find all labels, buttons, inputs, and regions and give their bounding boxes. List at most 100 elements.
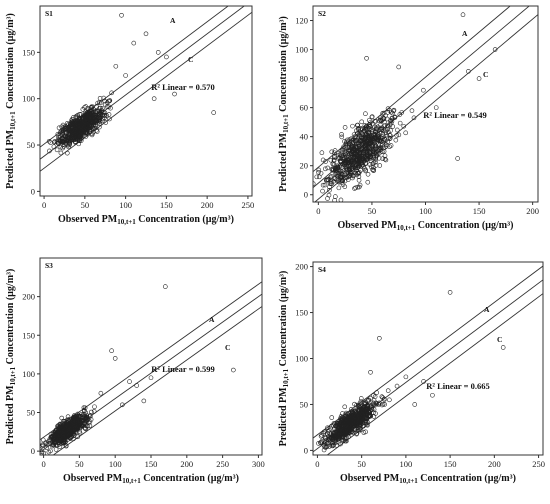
x-tick-label: 0 bbox=[315, 459, 319, 469]
x-tick-label: 100 bbox=[109, 459, 122, 469]
data-point bbox=[336, 428, 341, 434]
y-tick-label: 40 bbox=[300, 132, 309, 142]
data-point bbox=[60, 145, 66, 151]
plot-area bbox=[313, 6, 538, 202]
data-point bbox=[403, 130, 409, 136]
y-tick-label: 20 bbox=[300, 161, 309, 171]
data-point bbox=[390, 124, 395, 129]
data-point bbox=[100, 118, 105, 124]
data-point bbox=[387, 136, 393, 141]
data-point bbox=[359, 135, 364, 141]
data-point bbox=[46, 441, 52, 447]
data-point bbox=[97, 105, 102, 111]
data-point bbox=[83, 414, 89, 420]
data-point bbox=[340, 169, 345, 175]
data-point bbox=[476, 76, 482, 81]
data-point bbox=[367, 140, 372, 145]
data-point bbox=[79, 129, 84, 135]
data-point bbox=[329, 149, 335, 155]
data-point bbox=[55, 423, 60, 429]
data-point bbox=[363, 132, 368, 138]
data-point bbox=[384, 116, 390, 122]
data-point bbox=[371, 398, 377, 403]
data-point bbox=[107, 116, 112, 122]
data-point bbox=[354, 145, 359, 150]
y-tick-label: 100 bbox=[295, 45, 308, 55]
data-point bbox=[54, 147, 60, 153]
data-point bbox=[382, 402, 387, 407]
data-point bbox=[109, 348, 114, 354]
data-point bbox=[340, 416, 346, 422]
data-point bbox=[81, 408, 87, 413]
data-point bbox=[356, 132, 362, 137]
data-point bbox=[66, 144, 71, 150]
data-point bbox=[327, 184, 332, 190]
data-point bbox=[102, 112, 107, 118]
data-point bbox=[67, 138, 72, 143]
data-point bbox=[339, 420, 344, 426]
data-point bbox=[389, 115, 395, 121]
data-point bbox=[343, 145, 349, 150]
data-point bbox=[361, 411, 366, 417]
data-point bbox=[78, 127, 84, 133]
data-point bbox=[164, 54, 169, 60]
data-point bbox=[371, 132, 376, 138]
x-tick-label: 150 bbox=[473, 206, 486, 216]
data-point bbox=[98, 390, 104, 396]
data-point bbox=[333, 168, 339, 173]
data-point bbox=[382, 119, 387, 125]
data-point bbox=[83, 417, 89, 423]
data-point bbox=[382, 156, 388, 162]
data-point bbox=[389, 118, 395, 124]
data-point bbox=[106, 104, 112, 110]
x-tick-label: 250 bbox=[216, 459, 229, 469]
data-point bbox=[362, 166, 367, 171]
x-tick-label: 100 bbox=[400, 459, 413, 469]
data-point bbox=[320, 188, 325, 194]
data-point bbox=[342, 125, 348, 130]
data-point bbox=[361, 414, 366, 420]
y-tick-label: 0 bbox=[31, 446, 35, 456]
data-point bbox=[97, 121, 102, 126]
data-point bbox=[74, 120, 80, 126]
data-point bbox=[326, 177, 331, 183]
line-label-a: A bbox=[484, 305, 490, 314]
x-tick-label: 200 bbox=[201, 200, 214, 210]
data-point bbox=[323, 438, 329, 443]
data-point bbox=[433, 105, 439, 110]
data-point bbox=[349, 160, 355, 166]
data-point bbox=[328, 174, 333, 180]
data-point bbox=[322, 444, 328, 450]
data-point bbox=[316, 167, 322, 173]
data-point bbox=[56, 125, 62, 131]
data-point bbox=[354, 128, 359, 133]
data-point bbox=[376, 151, 382, 156]
line-label-c: C bbox=[225, 343, 230, 352]
data-point bbox=[350, 175, 355, 181]
data-point bbox=[358, 399, 364, 404]
data-point bbox=[73, 426, 79, 432]
data-point bbox=[371, 410, 376, 415]
data-point bbox=[92, 404, 97, 410]
data-point bbox=[90, 131, 95, 137]
y-tick-label: 50 bbox=[27, 408, 36, 418]
data-point bbox=[52, 432, 57, 438]
data-point bbox=[48, 448, 53, 454]
y-tick-label: 50 bbox=[300, 399, 309, 409]
plot-frame bbox=[39, 5, 253, 197]
data-point bbox=[211, 110, 216, 115]
data-point bbox=[382, 123, 388, 128]
data-point bbox=[373, 130, 378, 135]
data-point bbox=[349, 429, 355, 435]
data-point bbox=[63, 443, 69, 449]
data-point bbox=[343, 160, 348, 165]
data-point bbox=[64, 421, 70, 427]
data-point bbox=[339, 435, 345, 440]
data-point bbox=[53, 428, 58, 434]
data-point bbox=[75, 112, 80, 118]
data-point bbox=[75, 420, 81, 426]
data-point bbox=[358, 427, 364, 432]
data-point bbox=[409, 108, 415, 113]
data-point bbox=[113, 63, 119, 69]
data-point bbox=[346, 426, 352, 432]
